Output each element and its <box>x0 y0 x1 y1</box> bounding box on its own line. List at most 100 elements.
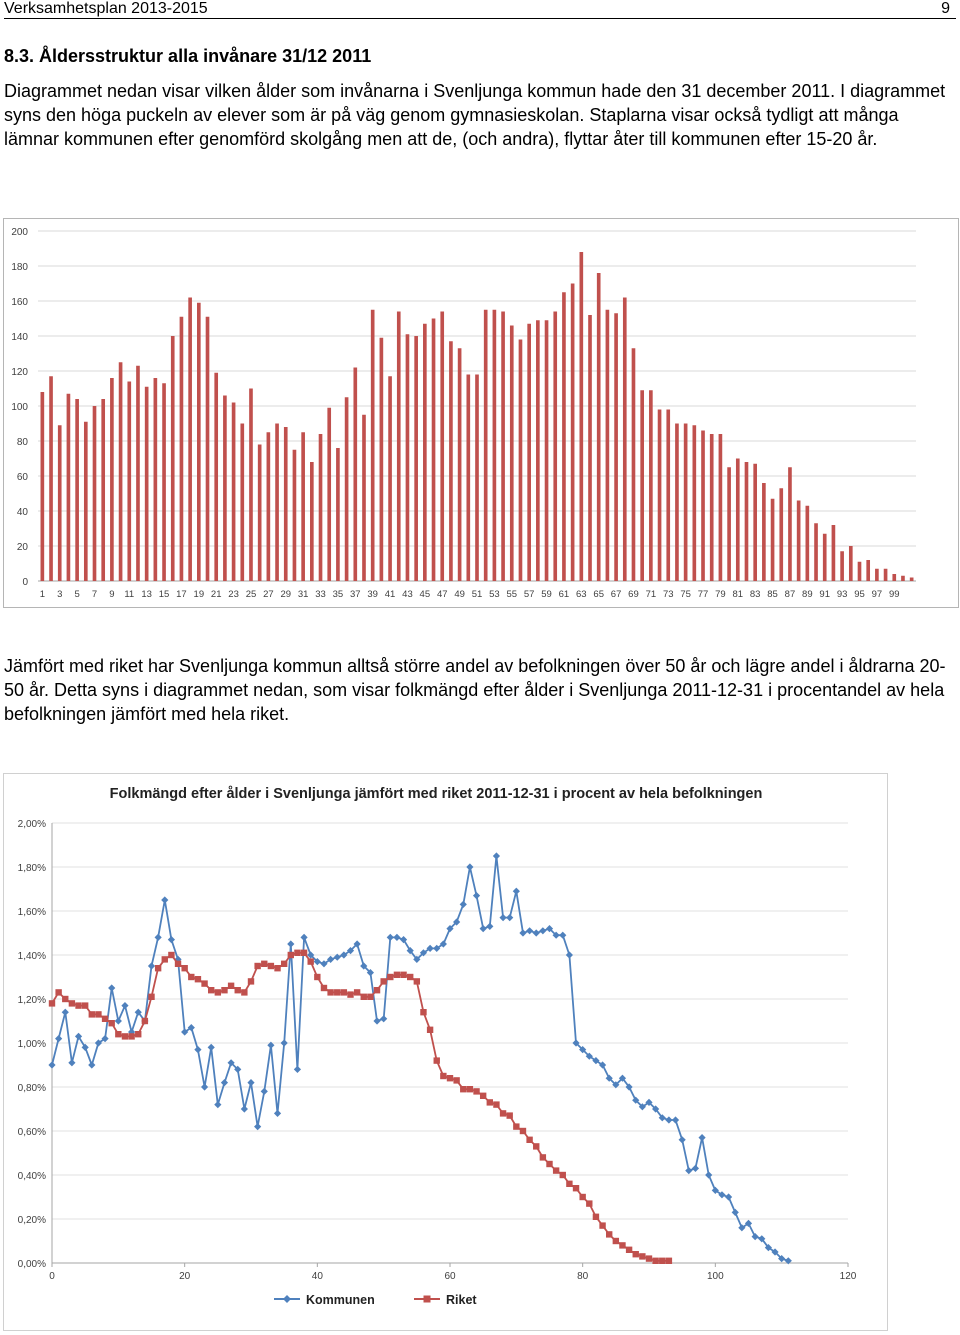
bar <box>709 434 714 581</box>
bar <box>431 318 436 581</box>
data-point <box>260 1087 268 1095</box>
percent-line-chart-frame: Folkmängd efter ålder i Svenljunga jämfö… <box>3 773 888 1331</box>
bar <box>214 372 219 581</box>
data-point <box>154 933 162 941</box>
data-point <box>778 1255 786 1263</box>
data-point <box>586 1200 593 1207</box>
data-point <box>241 989 248 996</box>
data-point <box>187 1024 195 1032</box>
bar <box>75 399 79 581</box>
x-tick-label: 0 <box>49 1271 55 1282</box>
bar <box>744 462 749 581</box>
x-tick-label: 77 <box>698 589 709 600</box>
data-point <box>731 1208 739 1216</box>
bar <box>814 523 818 581</box>
data-point <box>134 1008 142 1016</box>
data-point <box>526 1136 533 1143</box>
data-point <box>380 978 387 985</box>
data-point <box>420 1009 427 1016</box>
bar <box>518 339 523 581</box>
data-point <box>566 1180 573 1187</box>
data-point <box>579 1046 587 1054</box>
data-point <box>201 980 208 987</box>
bar <box>310 462 314 581</box>
data-point <box>506 1112 513 1119</box>
data-point <box>499 1110 507 1117</box>
data-point <box>320 984 328 992</box>
x-tick-label: 31 <box>298 589 309 600</box>
series-line-kommunen <box>51 855 789 1262</box>
data-point <box>446 1075 454 1082</box>
y-tick-label: 0,00% <box>18 1259 46 1270</box>
bar <box>196 302 201 581</box>
bar <box>666 409 671 581</box>
data-point <box>512 887 520 895</box>
data-point <box>393 933 401 941</box>
data-point <box>479 925 487 933</box>
bar <box>336 448 340 581</box>
x-tick-label: 65 <box>593 589 604 600</box>
x-tick-label: 29 <box>280 589 291 600</box>
data-point <box>758 1235 766 1243</box>
data-point <box>88 1061 96 1069</box>
data-point <box>705 1171 713 1179</box>
data-point <box>625 1246 633 1253</box>
bar <box>188 297 192 581</box>
bar <box>353 367 358 581</box>
bar <box>170 336 175 581</box>
bar <box>883 568 888 581</box>
data-point <box>353 940 361 948</box>
data-point <box>652 1257 659 1264</box>
bar <box>362 414 366 581</box>
bar <box>40 392 45 581</box>
data-point <box>68 1000 76 1007</box>
data-point <box>645 1255 653 1262</box>
data-point <box>618 1074 627 1082</box>
data-point <box>473 1088 480 1095</box>
x-tick-label: 83 <box>750 589 761 600</box>
data-point <box>121 1002 129 1010</box>
y-tick-label: 160 <box>11 297 28 308</box>
data-point <box>314 973 321 981</box>
data-point <box>552 1167 560 1174</box>
bar <box>223 395 227 581</box>
bar <box>727 467 731 581</box>
bar <box>622 297 627 581</box>
bar <box>110 378 114 581</box>
bar <box>640 390 644 581</box>
data-point <box>135 1031 142 1038</box>
data-point <box>572 1185 580 1192</box>
y-tick-label: 2,00% <box>18 819 46 830</box>
bar <box>822 533 827 581</box>
bar <box>92 406 97 581</box>
data-point <box>492 852 501 860</box>
data-point <box>671 1116 680 1124</box>
data-point <box>393 971 401 978</box>
bar <box>701 430 705 581</box>
bar <box>449 341 453 581</box>
bar <box>301 432 305 581</box>
data-point <box>453 1077 460 1084</box>
data-point <box>725 1193 733 1201</box>
data-point <box>75 1002 82 1009</box>
data-point <box>234 1065 242 1073</box>
x-tick-label: 49 <box>454 589 465 600</box>
bar <box>396 311 401 581</box>
data-point <box>426 1026 434 1033</box>
bar <box>866 560 871 581</box>
bar <box>788 467 792 581</box>
data-point <box>645 1098 653 1106</box>
data-point <box>387 973 394 981</box>
data-point <box>300 933 308 941</box>
data-point <box>141 1017 149 1025</box>
data-point <box>559 931 567 939</box>
data-point <box>632 1251 639 1258</box>
data-point <box>353 989 361 996</box>
x-tick-label: 60 <box>444 1271 456 1282</box>
x-tick-label: 33 <box>315 589 326 600</box>
x-tick-label: 69 <box>628 589 639 600</box>
data-point <box>373 987 381 994</box>
bar <box>483 309 488 581</box>
bar <box>909 577 914 581</box>
x-tick-label: 45 <box>420 589 431 600</box>
